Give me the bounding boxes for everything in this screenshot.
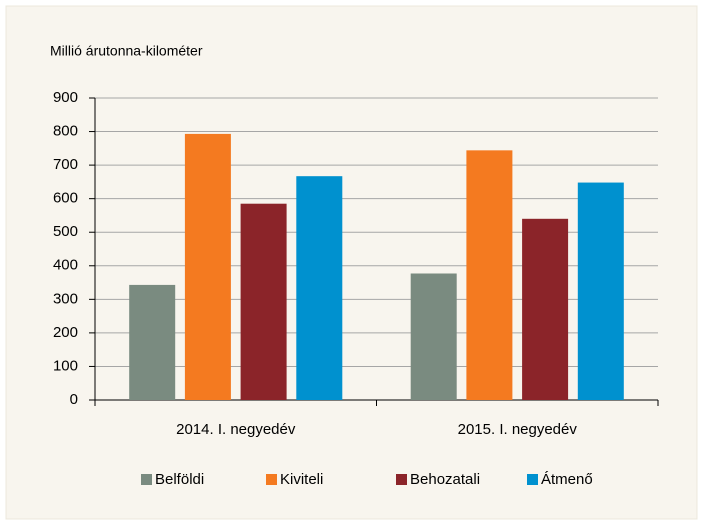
x-tick-label: 2014. I. negyedév [176, 421, 296, 438]
y-tick-label: 100 [53, 357, 78, 374]
bar [240, 203, 287, 400]
legend-label: Kiviteli [280, 471, 323, 488]
y-tick-label: 200 [53, 324, 78, 341]
y-axis-label: Millió árutonna-kilométer [50, 43, 203, 59]
bar [296, 176, 343, 400]
bar [522, 218, 569, 400]
x-tick-label: 2015. I. negyedév [458, 421, 578, 438]
legend-label: Behozatali [410, 471, 480, 488]
legend-label: Belföldi [155, 471, 204, 488]
legend-swatch [141, 474, 152, 485]
y-tick-label: 0 [70, 391, 78, 408]
legend-label: Átmenő [541, 471, 593, 488]
y-tick-label: 900 [53, 89, 78, 106]
legend-swatch [527, 474, 538, 485]
y-tick-label: 800 [53, 123, 78, 140]
legend-swatch [266, 474, 277, 485]
bar [577, 182, 624, 400]
y-tick-label: 300 [53, 290, 78, 307]
y-tick-label: 700 [53, 156, 78, 173]
legend-swatch [396, 474, 407, 485]
bar [410, 273, 457, 400]
bar [129, 284, 176, 400]
y-tick-label: 400 [53, 257, 78, 274]
y-tick-label: 600 [53, 190, 78, 207]
y-tick-label: 500 [53, 223, 78, 240]
bar [466, 150, 513, 400]
bar [184, 133, 231, 400]
